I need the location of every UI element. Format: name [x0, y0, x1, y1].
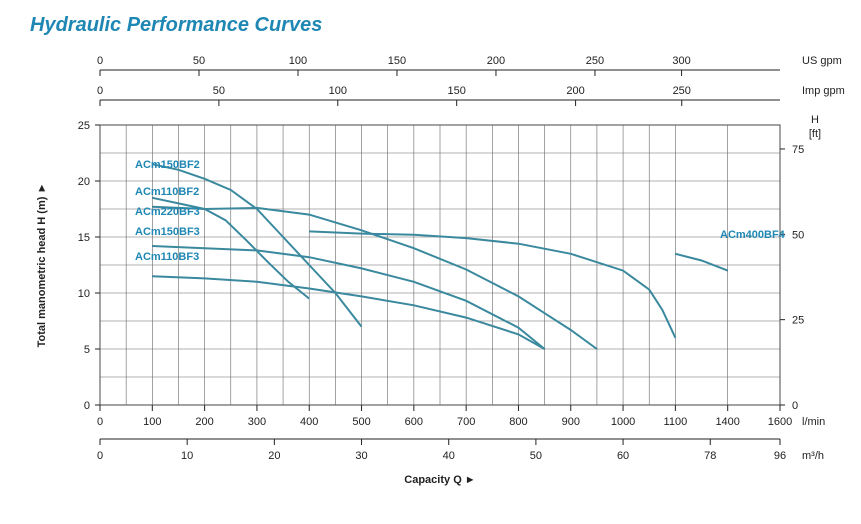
svg-text:600: 600: [405, 416, 423, 428]
svg-text:1000: 1000: [611, 416, 635, 428]
page-title: Hydraulic Performance Curves: [30, 14, 322, 37]
performance-chart: 050100150200250300US gpm050100150200250I…: [0, 0, 861, 524]
svg-text:Imp gpm: Imp gpm: [802, 85, 845, 97]
svg-text:25: 25: [792, 315, 804, 327]
series-label: ACm400BF4: [720, 229, 786, 241]
series-label: ACm110BF3: [135, 251, 199, 263]
svg-text:H: H: [811, 114, 819, 126]
svg-text:5: 5: [84, 344, 90, 356]
svg-text:50: 50: [530, 450, 542, 462]
svg-text:20: 20: [268, 450, 280, 462]
svg-text:[ft]: [ft]: [809, 128, 821, 140]
svg-text:400: 400: [300, 416, 318, 428]
svg-text:50: 50: [792, 229, 804, 241]
curve-ACm220BF3: [152, 207, 597, 349]
svg-text:1600: 1600: [768, 416, 792, 428]
svg-text:100: 100: [143, 416, 161, 428]
svg-text:15: 15: [78, 232, 90, 244]
svg-text:100: 100: [329, 85, 347, 97]
svg-text:200: 200: [195, 416, 213, 428]
svg-text:150: 150: [388, 55, 406, 67]
svg-text:1400: 1400: [715, 416, 739, 428]
svg-text:10: 10: [181, 450, 193, 462]
svg-text:800: 800: [509, 416, 527, 428]
curve-ACm150BF3: [152, 246, 544, 349]
svg-text:0: 0: [97, 416, 103, 428]
svg-text:Capacity Q ►: Capacity Q ►: [404, 474, 475, 486]
svg-text:10: 10: [78, 288, 90, 300]
svg-text:1100: 1100: [664, 416, 688, 428]
svg-text:250: 250: [586, 55, 604, 67]
series-label: ACm150BF3: [135, 226, 200, 238]
svg-text:50: 50: [193, 55, 205, 67]
svg-text:60: 60: [617, 450, 629, 462]
svg-text:700: 700: [457, 416, 475, 428]
series-label: ACm150BF2: [135, 159, 200, 171]
svg-text:200: 200: [487, 55, 505, 67]
curve-segment: [675, 254, 727, 271]
svg-text:0: 0: [792, 400, 798, 412]
svg-text:78: 78: [704, 450, 716, 462]
svg-text:900: 900: [562, 416, 580, 428]
svg-text:20: 20: [78, 176, 90, 188]
svg-text:Total manometric head H (m) ►: Total manometric head H (m) ►: [36, 183, 48, 348]
svg-text:30: 30: [355, 450, 367, 462]
svg-text:96: 96: [774, 450, 786, 462]
svg-text:25: 25: [78, 120, 90, 132]
svg-text:US gpm: US gpm: [802, 55, 842, 67]
svg-text:0: 0: [97, 85, 103, 97]
svg-text:m³/h: m³/h: [802, 450, 824, 462]
svg-text:40: 40: [443, 450, 455, 462]
svg-text:500: 500: [352, 416, 370, 428]
svg-text:100: 100: [289, 55, 307, 67]
svg-text:l/min: l/min: [802, 416, 825, 428]
svg-text:0: 0: [84, 400, 90, 412]
svg-text:75: 75: [792, 144, 804, 156]
svg-text:200: 200: [566, 85, 584, 97]
series-label: ACm110BF2: [135, 186, 199, 198]
svg-text:300: 300: [672, 55, 690, 67]
svg-text:0: 0: [97, 55, 103, 67]
curve-ACm110BF3: [152, 276, 544, 349]
svg-text:300: 300: [248, 416, 266, 428]
svg-text:50: 50: [213, 85, 225, 97]
svg-text:150: 150: [448, 85, 466, 97]
svg-text:250: 250: [673, 85, 691, 97]
series-label: ACm220BF3: [135, 206, 200, 218]
svg-text:0: 0: [97, 450, 103, 462]
